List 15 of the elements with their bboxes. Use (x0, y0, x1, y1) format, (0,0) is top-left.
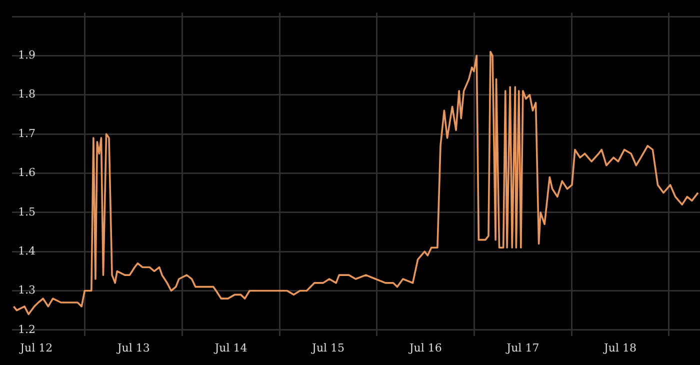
x-tick-label: Jul 15 (311, 341, 345, 354)
x-tick-label: Jul 12 (19, 341, 53, 354)
x-tick-label: Jul 17 (506, 341, 540, 354)
y-tick-label: 1.4 (18, 244, 36, 258)
y-tick-label: 1.8 (18, 88, 36, 101)
y-tick-label: 1.9 (18, 48, 36, 62)
x-tick-label: Jul 16 (408, 341, 442, 354)
y-tick-label: 1.6 (18, 166, 36, 180)
y-tick-label: 1.7 (18, 126, 36, 140)
y-tick-label: 1.2 (18, 322, 36, 336)
y-tick-label: 1.5 (18, 205, 36, 218)
x-tick-label: Jul 18 (602, 341, 637, 354)
x-tick-label: Jul 13 (116, 341, 150, 354)
y-tick-label: 1.3 (18, 284, 36, 297)
x-tick-label: Jul 14 (214, 341, 248, 354)
